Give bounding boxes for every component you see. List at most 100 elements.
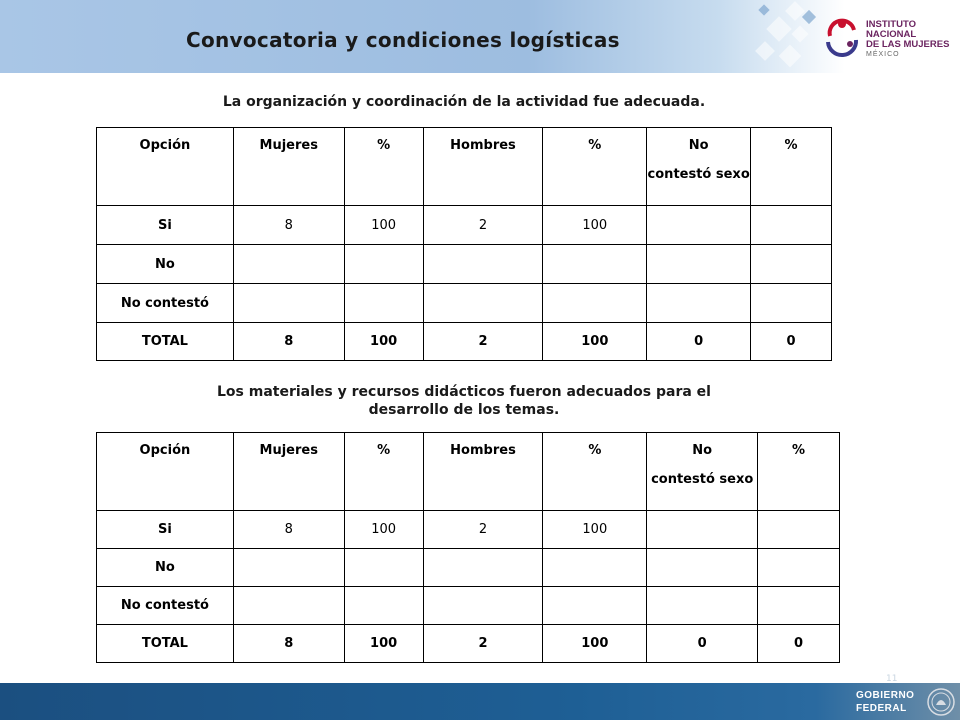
footer-line1: Gobierno	[856, 690, 915, 701]
cell-mujeres	[232, 548, 345, 587]
mexican-seal-icon	[927, 688, 955, 716]
cell-hombres-pct	[542, 244, 648, 284]
cell-hombres-pct: 100	[542, 624, 648, 663]
col-no-contesto-header: No contestó sexo	[646, 432, 759, 511]
cell-no-contesto	[646, 510, 759, 549]
cell-opcion: No contestó	[96, 283, 234, 323]
cell-no-contesto-pct	[750, 244, 832, 284]
col-hombres-pct-header: %	[542, 127, 648, 206]
page-number: 11	[886, 674, 898, 684]
table-row: No	[96, 244, 832, 284]
cell-mujeres-pct: 100	[343, 322, 424, 361]
cell-opcion: TOTAL	[96, 624, 234, 663]
table-row: Si 8 100 2 100	[96, 205, 832, 245]
cell-hombres	[422, 244, 544, 284]
cell-mujeres	[232, 586, 345, 625]
cell-no-contesto-pct	[757, 586, 840, 625]
cell-opcion: TOTAL	[96, 322, 234, 361]
col-no-contesto-line1: No	[688, 138, 709, 153]
cell-hombres-pct: 100	[542, 205, 648, 245]
cell-no-contesto-pct	[757, 510, 840, 549]
col-no-contesto-line2: contestó sexo	[651, 472, 754, 487]
cell-mujeres: 8	[232, 510, 345, 549]
table1: Opción Mujeres % Hombres % No contestó s…	[96, 127, 832, 361]
slide-title: Convocatoria y condiciones logísticas	[186, 28, 620, 52]
cell-mujeres: 8	[232, 624, 345, 663]
table-row: No contestó	[96, 586, 840, 625]
gobierno-federal-text: Gobierno Federal	[856, 689, 914, 715]
col-mujeres-header: Mujeres	[232, 432, 345, 511]
col-hombres-pct-header: %	[542, 432, 648, 511]
col-no-contesto-line1: No	[692, 443, 713, 458]
cell-hombres: 2	[422, 322, 544, 361]
col-hombres-header: Hombres	[422, 432, 544, 511]
table2: Opción Mujeres % Hombres % No contestó s…	[96, 432, 840, 663]
table-row-total: TOTAL 8 100 2 100 0 0	[96, 322, 832, 361]
cell-hombres: 2	[422, 205, 544, 245]
col-mujeres-pct-header: %	[343, 432, 424, 511]
cell-hombres-pct: 100	[542, 510, 648, 549]
footer-bar	[0, 683, 960, 720]
table1-caption-text: La organización y coordinación de la act…	[222, 94, 706, 110]
col-mujeres-header: Mujeres	[232, 127, 345, 206]
col-hombres-header: Hombres	[422, 127, 544, 206]
col-mujeres-pct-header: %	[343, 127, 424, 206]
table2-caption-line2: desarrollo de los temas.	[368, 402, 560, 418]
cell-no-contesto	[646, 586, 759, 625]
gobierno-federal-logo: Gobierno Federal	[850, 686, 958, 718]
cell-mujeres	[232, 283, 345, 323]
table2-header-row: Opción Mujeres % Hombres % No contestó s…	[96, 432, 840, 511]
table1-caption: La organización y coordinación de la act…	[96, 94, 832, 110]
cell-no-contesto	[646, 205, 752, 245]
cell-hombres-pct	[542, 586, 648, 625]
cell-no-contesto	[646, 548, 759, 587]
cell-hombres: 2	[422, 624, 544, 663]
cell-opcion: No	[96, 244, 234, 284]
cell-no-contesto-pct: 0	[757, 624, 840, 663]
table-row: Si 8 100 2 100	[96, 510, 840, 549]
cell-mujeres-pct	[343, 586, 424, 625]
cell-hombres	[422, 548, 544, 587]
cell-hombres-pct	[542, 283, 648, 323]
cell-no-contesto: 0	[646, 322, 752, 361]
header-decoration	[755, 1, 817, 68]
cell-hombres	[422, 283, 544, 323]
cell-no-contesto-pct	[750, 205, 832, 245]
cell-mujeres-pct: 100	[343, 624, 424, 663]
col-opcion-header: Opción	[96, 127, 234, 206]
cell-no-contesto-pct	[757, 548, 840, 587]
table2-caption: Los materiales y recursos didácticos fue…	[96, 383, 832, 419]
col-no-contesto-header: No contestó sexo	[646, 127, 752, 206]
cell-no-contesto: 0	[646, 624, 759, 663]
col-no-contesto-pct-header: %	[757, 432, 840, 511]
cell-opcion: Si	[96, 510, 234, 549]
col-opcion-header: Opción	[96, 432, 234, 511]
inmujeres-logo: INSTITUTO NACIONAL DE LAS MUJERES MÉXICO	[820, 14, 955, 60]
cell-mujeres: 8	[232, 205, 345, 245]
table-row-total: TOTAL 8 100 2 100 0 0	[96, 624, 840, 663]
cell-mujeres: 8	[232, 322, 345, 361]
cell-hombres: 2	[422, 510, 544, 549]
cell-mujeres	[232, 244, 345, 284]
cell-hombres-pct	[542, 548, 648, 587]
logo-country: MÉXICO	[866, 51, 900, 58]
cell-no-contesto-pct	[750, 283, 832, 323]
cell-hombres	[422, 586, 544, 625]
cell-mujeres-pct	[343, 244, 424, 284]
cell-mujeres-pct	[343, 283, 424, 323]
footer-line2: Federal	[856, 703, 907, 714]
table-row: No contestó	[96, 283, 832, 323]
logo-line2: DE LAS MUJERES	[866, 39, 950, 50]
table1-header-row: Opción Mujeres % Hombres % No contestó s…	[96, 127, 832, 206]
cell-no-contesto	[646, 244, 752, 284]
logo-line1: INSTITUTO NACIONAL	[866, 19, 917, 40]
cell-no-contesto-pct: 0	[750, 322, 832, 361]
cell-opcion: No contestó	[96, 586, 234, 625]
table-row: No	[96, 548, 840, 587]
cell-opcion: Si	[96, 205, 234, 245]
table2-caption-line1: Los materiales y recursos didácticos fue…	[217, 384, 711, 400]
inmujeres-emblem-icon	[826, 18, 859, 58]
cell-opcion: No	[96, 548, 234, 587]
logo-text: INSTITUTO NACIONAL DE LAS MUJERES	[866, 20, 955, 50]
cell-mujeres-pct	[343, 548, 424, 587]
